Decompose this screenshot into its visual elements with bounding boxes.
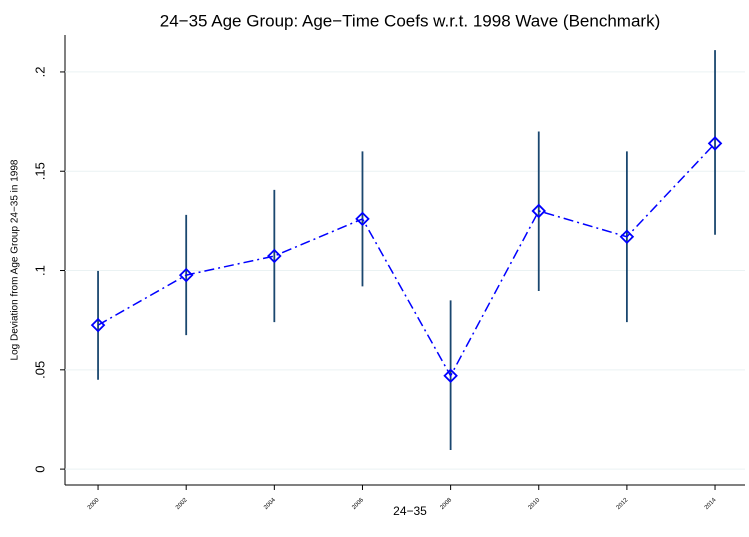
y-tick-label: .15 <box>32 162 47 180</box>
x-tick-label: 2000 <box>87 497 101 511</box>
y-tick-label: .1 <box>32 265 47 276</box>
x-tick-label: 2012 <box>616 497 630 511</box>
line <box>97 142 716 378</box>
chart-title: 24−35 Age Group: Age−Time Coefs w.r.t. 1… <box>160 11 661 30</box>
x-tick-label: 2004 <box>263 497 277 511</box>
x-tick-label: 2010 <box>528 497 542 511</box>
marker <box>619 229 635 245</box>
marker <box>443 368 458 384</box>
marker <box>531 203 547 219</box>
marker <box>355 211 370 227</box>
y-tick-label: .05 <box>32 361 47 379</box>
x-tick-label: 2014 <box>704 497 718 511</box>
x-tick-label: 2006 <box>351 497 365 511</box>
y-tick-label: 0 <box>32 465 47 472</box>
marker <box>90 317 106 333</box>
x-axis-title: 24−35 <box>393 504 427 518</box>
y-tick-label: .2 <box>32 67 47 78</box>
x-tick-label: 2008 <box>439 497 453 511</box>
marker <box>707 136 723 151</box>
marker <box>178 267 194 283</box>
x-tick-label: 2002 <box>175 497 189 511</box>
marker <box>267 248 282 264</box>
y-axis-title: Log Deviation from Age Group 24−35 in 19… <box>10 159 21 360</box>
